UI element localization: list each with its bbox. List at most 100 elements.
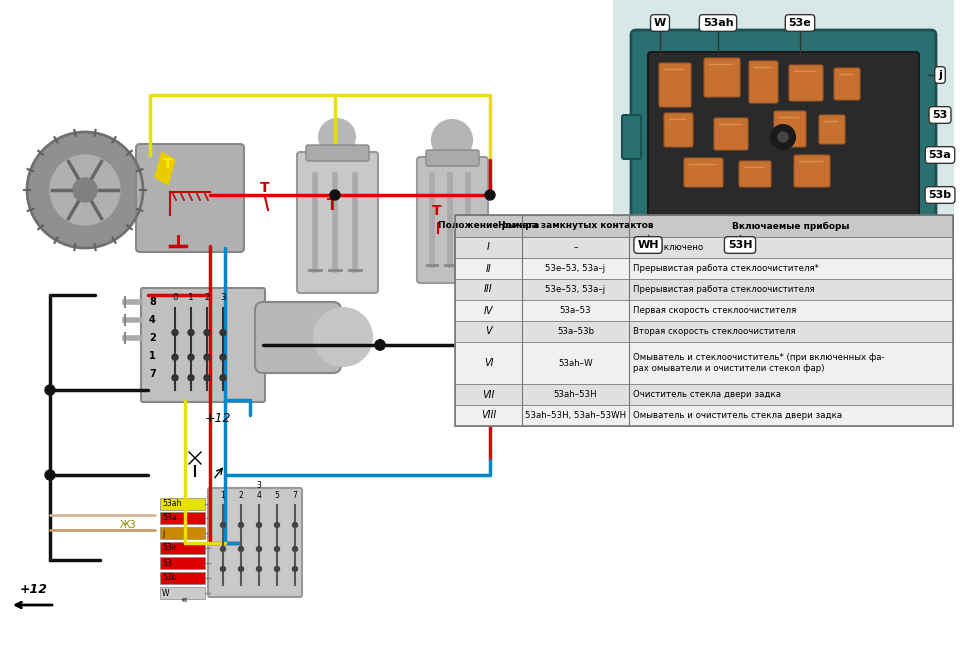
Circle shape [293,523,298,527]
Text: T: T [432,204,442,218]
FancyBboxPatch shape [739,161,771,187]
Circle shape [293,547,298,551]
Text: 53H: 53H [728,240,753,250]
Bar [160,527,205,539]
FancyBboxPatch shape [417,157,488,283]
Text: 2: 2 [239,491,244,500]
Bar [455,300,953,321]
Bar [160,572,205,584]
FancyBboxPatch shape [648,52,919,233]
Bar [455,215,953,426]
Text: 53аh–53H: 53аh–53H [554,390,597,399]
Bar [455,321,953,342]
Text: 2: 2 [204,293,210,302]
FancyBboxPatch shape [714,118,748,150]
Text: Первая скорость стеклоочистителя: Первая скорость стеклоочистителя [633,306,796,315]
Circle shape [220,329,226,336]
Circle shape [319,119,355,155]
Bar [160,587,205,599]
Text: Вторая скорость стеклоочистителя: Вторая скорость стеклоочистителя [633,327,796,336]
FancyBboxPatch shape [794,155,830,187]
Text: Положение рычага: Положение рычага [438,221,540,230]
Text: 53а: 53а [928,150,951,160]
Text: 53аh: 53аh [162,499,181,509]
Text: 53е: 53е [162,543,177,553]
Text: 2: 2 [149,333,156,343]
Circle shape [275,547,279,551]
Circle shape [220,354,226,360]
Bar [160,512,205,524]
Text: 1: 1 [221,491,226,500]
Text: j: j [938,70,942,80]
Text: 53е–53, 53а–j: 53е–53, 53а–j [545,264,606,273]
Text: 53а: 53а [162,514,177,523]
FancyBboxPatch shape [613,0,954,258]
FancyBboxPatch shape [659,63,691,107]
Circle shape [204,329,210,336]
Text: Очиститель стекла двери задка: Очиститель стекла двери задка [633,390,781,399]
Text: 1: 1 [149,351,156,361]
Circle shape [275,567,279,571]
Circle shape [238,547,244,551]
Circle shape [256,567,261,571]
Circle shape [432,120,472,160]
Circle shape [375,340,385,350]
Circle shape [188,329,194,336]
Bar [455,279,953,300]
Text: Ж3: Ж3 [120,520,136,530]
Bar [160,557,205,569]
Text: 53аh–W: 53аh–W [558,358,593,367]
Circle shape [73,178,97,202]
Circle shape [172,354,178,360]
FancyBboxPatch shape [306,145,369,161]
Text: 53а–53b: 53а–53b [557,327,594,336]
FancyBboxPatch shape [631,30,936,245]
Text: 7: 7 [293,491,298,500]
FancyBboxPatch shape [774,111,806,147]
FancyBboxPatch shape [141,288,265,402]
Circle shape [275,523,279,527]
Text: 53b: 53b [928,190,951,200]
Bar [455,384,953,405]
Circle shape [778,132,788,142]
Circle shape [256,547,261,551]
Text: «: « [180,595,187,605]
FancyBboxPatch shape [704,58,740,97]
Circle shape [204,354,210,360]
Circle shape [172,375,178,380]
Text: 53b: 53b [162,573,177,582]
Text: II: II [486,263,492,274]
Circle shape [221,547,226,551]
Circle shape [204,375,210,380]
Text: Прерывистая работа стеклоочистителя*: Прерывистая работа стеклоочистителя* [633,264,819,273]
Circle shape [293,567,298,571]
Circle shape [238,567,244,571]
Circle shape [771,125,795,149]
Text: –: – [573,243,578,252]
FancyBboxPatch shape [136,144,244,252]
Circle shape [172,329,178,336]
Text: 53: 53 [932,110,948,120]
FancyBboxPatch shape [255,302,341,373]
Text: Омыватель и очиститель стекла двери задка: Омыватель и очиститель стекла двери задк… [633,411,842,420]
Text: 53е–53, 53а–j: 53е–53, 53а–j [545,285,606,294]
Polygon shape [155,152,175,185]
Text: 53аh–53H, 53аh–53WH: 53аh–53H, 53аh–53WH [525,411,626,420]
Bar [455,342,953,384]
Text: +12: +12 [204,412,231,425]
Text: 5: 5 [275,491,279,500]
Text: 7: 7 [149,369,156,379]
FancyBboxPatch shape [208,488,302,597]
FancyBboxPatch shape [622,115,641,159]
Text: WH: WH [637,240,659,250]
Bar [160,498,205,510]
Text: W: W [162,589,170,597]
Circle shape [485,190,495,200]
Text: V: V [485,327,492,336]
Text: Включаемые приборы: Включаемые приборы [732,221,850,230]
Bar [455,258,953,279]
FancyBboxPatch shape [426,150,479,166]
Circle shape [221,567,226,571]
Text: 3
4: 3 4 [256,481,261,500]
Bar [455,215,953,237]
